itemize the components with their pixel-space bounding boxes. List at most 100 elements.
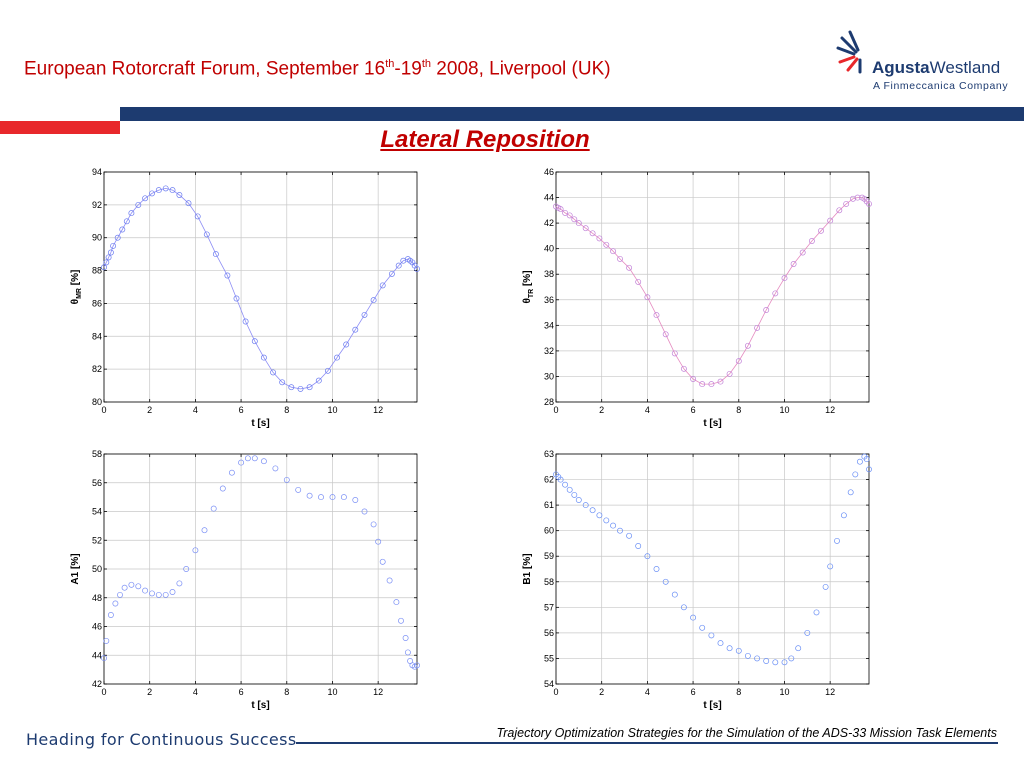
b1-data-point	[827, 563, 834, 570]
theta-tr-series-line	[555, 197, 870, 385]
logo-name-westland: Westland	[929, 58, 1001, 77]
theta-tr-data-point	[854, 194, 861, 201]
theta-mr-data-point	[114, 234, 121, 241]
theta-tr-data-point	[617, 255, 623, 262]
b1-y-tick-label: 54	[544, 679, 554, 689]
theta-tr-data-point	[735, 358, 742, 365]
a1-y-tick-label: 50	[92, 564, 102, 574]
b1-y-tick-label: 55	[544, 653, 554, 663]
theta-mr-x-tick-label: 0	[101, 405, 106, 415]
theta-mr-data-point	[324, 367, 331, 374]
theta-mr-data-point	[251, 338, 258, 345]
theta-tr-data-point	[662, 331, 669, 338]
theta-mr-x-axis-label: t [s]	[251, 418, 269, 429]
a1-y-tick-label: 54	[92, 507, 102, 517]
a1-data-point	[128, 581, 135, 588]
theta-tr-data-point	[699, 381, 706, 388]
sunburst-logo-icon	[836, 30, 862, 74]
theta-mr-axes-box	[103, 171, 418, 403]
theta-mr-data-point	[176, 192, 183, 198]
theta-mr-data-point	[352, 326, 359, 333]
a1-x-axis-label: t [s]	[251, 700, 269, 711]
theta-tr-data-point	[566, 212, 573, 219]
a1-x-tick-label: 2	[147, 687, 152, 697]
theta-mr-data-point	[149, 190, 155, 197]
theta-mr-x-tick-label: 10	[327, 405, 337, 415]
a1-data-point	[210, 505, 217, 512]
logo-name: AgustaWestland	[872, 58, 1000, 78]
theta-tr-x-tick-label: 2	[599, 405, 604, 415]
theta-tr-data-point	[680, 365, 687, 372]
logo-subtitle: A Finmeccanica Company	[873, 80, 1009, 92]
theta-tr-y-tick-label: 34	[544, 320, 554, 330]
b1-data-point	[726, 645, 733, 652]
a1-y-tick-label: 44	[92, 650, 102, 660]
a1-x-tick-label: 10	[327, 687, 337, 697]
b1-data-point	[813, 609, 820, 616]
b1-plot-area	[556, 454, 869, 684]
a1-x-tick-label: 4	[193, 687, 198, 697]
a1-data-point	[192, 547, 199, 554]
theta-mr-y-tick-label: 90	[92, 233, 102, 243]
b1-y-tick-label: 56	[544, 628, 554, 638]
theta-tr-data-point	[744, 342, 751, 349]
b1-x-tick-label: 12	[825, 687, 835, 697]
a1-x-tick-label: 8	[284, 687, 289, 697]
theta-mr-data-point	[297, 385, 304, 392]
a1-data-point	[283, 476, 290, 483]
theta-mr-y-tick-label: 88	[92, 266, 102, 276]
theta-tr-y-tick-label: 42	[544, 218, 554, 228]
theta-tr-x-tick-label: 8	[736, 405, 741, 415]
theta-tr-data-point	[635, 278, 642, 285]
a1-data-point	[260, 458, 267, 465]
theta-mr-data-point	[119, 226, 126, 233]
b1-data-point	[557, 476, 564, 483]
theta-tr-data-point	[575, 220, 582, 227]
a1-data-point	[107, 612, 114, 618]
theta-mr-data-point	[110, 242, 117, 249]
theta-mr-data-point	[142, 195, 149, 202]
theta-mr-data-point	[288, 384, 295, 391]
a1-data-point	[318, 494, 324, 501]
theta-mr-data-point	[135, 201, 142, 208]
theta-mr-x-tick-label: 12	[373, 405, 383, 415]
b1-data-point	[662, 578, 669, 585]
theta-mr-data-point	[260, 354, 267, 361]
theta-tr-data-point	[596, 235, 603, 242]
a1-data-point	[398, 617, 404, 624]
theta-mr-data-point	[105, 254, 112, 261]
theta-mr-data-point	[315, 377, 322, 384]
b1-data-point	[763, 658, 770, 664]
theta-mr-data-point	[155, 187, 162, 194]
theta-tr-data-point	[808, 238, 815, 244]
theta-tr-data-point	[836, 207, 843, 214]
a1-data-point	[402, 635, 409, 641]
conference-title-sup2: th	[421, 58, 432, 70]
theta-tr-y-tick-label: 30	[544, 371, 554, 381]
theta-mr-y-axis-label: θMR [%]	[70, 270, 83, 305]
a1-data-point	[176, 580, 183, 587]
a1-data-point	[112, 600, 119, 607]
theta-mr-data-point	[370, 297, 377, 304]
a1-data-point	[155, 591, 162, 598]
b1-x-tick-label: 4	[645, 687, 650, 697]
theta-tr-data-point	[754, 324, 761, 331]
b1-data-point	[680, 604, 687, 611]
b1-data-point	[699, 624, 706, 631]
b1-data-point	[744, 652, 751, 659]
footer-presentation-title: Trajectory Optimization Strategies for t…	[496, 726, 997, 740]
theta-mr-data-point	[414, 265, 420, 272]
b1-data-point	[781, 659, 788, 666]
b1-data-point	[671, 591, 678, 598]
b1-y-tick-label: 63	[544, 449, 554, 459]
b1-x-axis-label: t [s]	[703, 700, 721, 711]
theta-tr-data-point	[610, 248, 617, 255]
a1-data-point	[117, 591, 123, 598]
theta-tr-plot-area	[556, 172, 869, 402]
theta-tr-data-point	[582, 225, 589, 232]
theta-tr-y-tick-label: 36	[544, 295, 554, 305]
theta-tr-y-axis-label: θTR [%]	[522, 270, 535, 303]
b1-data-point	[571, 491, 578, 498]
a1-data-point	[183, 566, 190, 572]
